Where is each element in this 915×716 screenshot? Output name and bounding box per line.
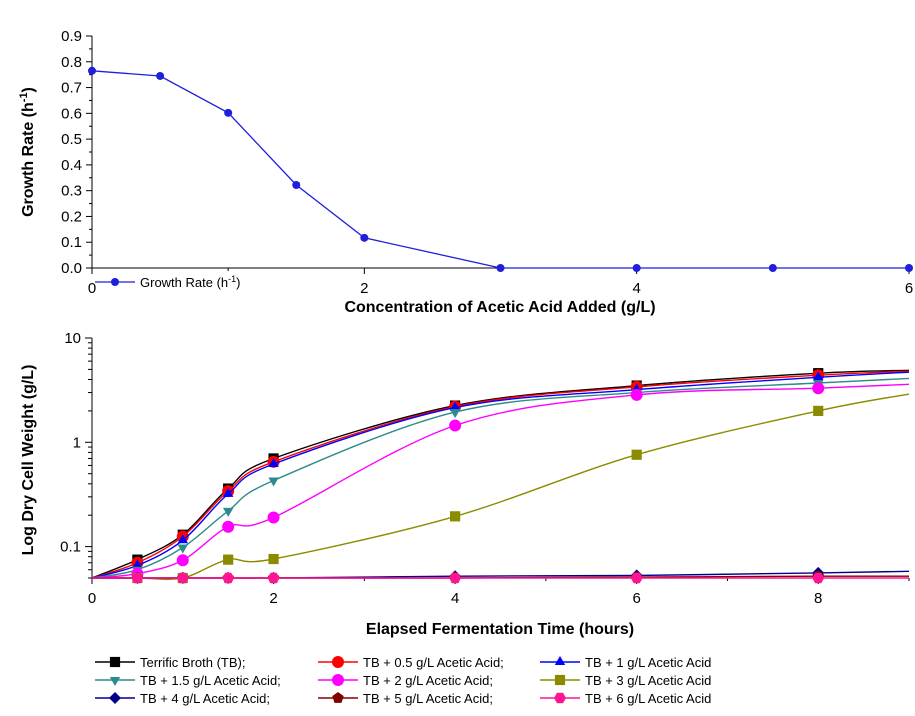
- series-line-tb_2: [92, 384, 909, 578]
- growth-rate-point: [497, 264, 505, 272]
- dry-cell-weight-chart: 0.1 1 10 0 2 4 6 8 Elapsed Fermentation Time (…: [20, 330, 909, 706]
- bottom-x-axis-title: Elapsed Fermentation Time (hours): [366, 621, 634, 638]
- series-point-tb_1_5: [223, 508, 233, 517]
- bottom-y-tick-label: 10: [64, 330, 81, 347]
- legend-marker-tb_4: [109, 692, 121, 704]
- series-point-tb_2: [631, 389, 643, 401]
- legend-marker-tb_0_5: [332, 656, 344, 668]
- bottom-y-tick-label: 1: [73, 434, 81, 451]
- bottom-y-axis-title: Log Dry Cell Weight (g/L): [20, 365, 37, 556]
- series-point-tb_2: [812, 382, 824, 394]
- top-legend-label: Growth Rate (h-1): [140, 274, 241, 290]
- top-y-axis-title-sup: -1: [18, 92, 30, 102]
- top-legend-label-end: ): [236, 275, 240, 290]
- bottom-x-ticks: 0 2 4 6 8: [88, 578, 909, 607]
- top-y-tick-label: 0.6: [61, 105, 82, 122]
- legend-label-tb_3: TB + 3 g/L Acetic Acid: [585, 673, 711, 688]
- legend-marker-tb: [110, 657, 120, 667]
- series-point-tb_3: [268, 554, 278, 564]
- bottom-x-tick-label: 8: [814, 590, 822, 607]
- series-point-tb_2: [268, 512, 280, 524]
- series-line-tb_3: [92, 394, 909, 579]
- series-point-tb_2: [177, 554, 189, 566]
- top-y-tick-label: 0.4: [61, 157, 82, 174]
- top-series: [88, 67, 913, 272]
- bottom-series: [92, 368, 909, 584]
- growth-rate-point: [769, 264, 777, 272]
- top-y-tick-label: 0.5: [61, 131, 82, 148]
- series-line-tb_1_5: [92, 378, 909, 578]
- top-y-tick-label: 0.7: [61, 80, 82, 97]
- growth-rate-point: [360, 234, 368, 242]
- series-line-tb: [92, 370, 909, 578]
- legend-label-tb_1_5: TB + 1.5 g/L Acetic Acid;: [140, 673, 281, 688]
- top-y-tick-label: 0.9: [61, 28, 82, 45]
- series-point-tb_3: [632, 450, 642, 460]
- growth-rate-point: [292, 181, 300, 189]
- series-point-tb_6: [222, 573, 234, 583]
- growth-rate-point: [156, 72, 164, 80]
- top-y-tick-label: 0.2: [61, 208, 82, 225]
- bottom-x-tick-label: 2: [269, 590, 277, 607]
- legend-label-tb_0_5: TB + 0.5 g/L Acetic Acid;: [363, 655, 504, 670]
- top-y-ticks: 0.0 0.1 0.2 0.3 0.4 0.5 0.6 0.7 0.8 0.9: [61, 28, 92, 277]
- top-y-tick-label: 0.1: [61, 234, 82, 251]
- series-line-tb_0_5: [92, 371, 909, 578]
- bottom-legend: Terrific Broth (TB); TB + 0.5 g/L Acetic …: [95, 655, 711, 706]
- top-y-tick-label: 0.8: [61, 54, 82, 71]
- top-x-axis-title: Concentration of Acetic Acid Added (g/L): [344, 299, 655, 316]
- growth-rate-chart: 0.0 0.1 0.2 0.3 0.4 0.5 0.6 0.7 0.8 0.9 0 2 4 6 Conc…: [18, 28, 913, 316]
- top-x-tick-label: 0: [88, 280, 96, 297]
- legend-marker-tb_1: [555, 656, 565, 665]
- top-y-tick-label: 0.0: [61, 260, 82, 277]
- top-y-axis-title: Growth Rate (h-1): [18, 87, 37, 217]
- bottom-x-tick-label: 0: [88, 590, 96, 607]
- bottom-x-tick-label: 4: [451, 590, 459, 607]
- bottom-x-tick-label: 6: [632, 590, 640, 607]
- legend-marker-tb_6: [554, 693, 566, 703]
- bottom-y-ticks: 0.1 1 10: [60, 330, 92, 578]
- series-point-tb_3: [813, 406, 823, 416]
- top-legend-label-sup: -1: [228, 274, 236, 284]
- top-x-tick-label: 6: [905, 280, 913, 297]
- growth-rate-line: [92, 71, 909, 268]
- legend-marker-tb_5: [332, 692, 343, 703]
- legend-marker-tb_3: [555, 675, 565, 685]
- top-x-tick-label: 2: [360, 280, 368, 297]
- top-y-tick-label: 0.3: [61, 183, 82, 200]
- top-x-tick-label: 4: [632, 280, 640, 297]
- bottom-y-tick-label: 0.1: [60, 539, 81, 556]
- growth-rate-point: [633, 264, 641, 272]
- legend-label-tb_1: TB + 1 g/L Acetic Acid: [585, 655, 711, 670]
- legend-label-tb_5: TB + 5 g/L Acetic Acid;: [363, 691, 493, 706]
- legend-label-tb_4: TB + 4 g/L Acetic Acid;: [140, 691, 270, 706]
- legend-label-tb: Terrific Broth (TB);: [140, 655, 245, 670]
- top-legend: Growth Rate (h-1): [95, 274, 241, 290]
- top-y-axis-title-end: ): [20, 87, 37, 92]
- series-point-tb_6: [268, 573, 280, 583]
- series-point-tb_3: [450, 511, 460, 521]
- series-point-tb_6: [449, 573, 461, 583]
- legend-marker-tb_2: [332, 674, 344, 686]
- growth-rate-point: [224, 109, 232, 117]
- series-point-tb_3: [223, 555, 233, 565]
- growth-rate-point: [88, 67, 96, 75]
- series-point-tb_2: [449, 419, 461, 431]
- top-legend-marker: [111, 278, 119, 286]
- growth-rate-point: [905, 264, 913, 272]
- legend-marker-tb_1_5: [110, 677, 120, 686]
- legend-label-tb_2: TB + 2 g/L Acetic Acid;: [363, 673, 493, 688]
- legend-label-tb_6: TB + 6 g/L Acetic Acid: [585, 691, 711, 706]
- series-point-tb_2: [222, 521, 234, 533]
